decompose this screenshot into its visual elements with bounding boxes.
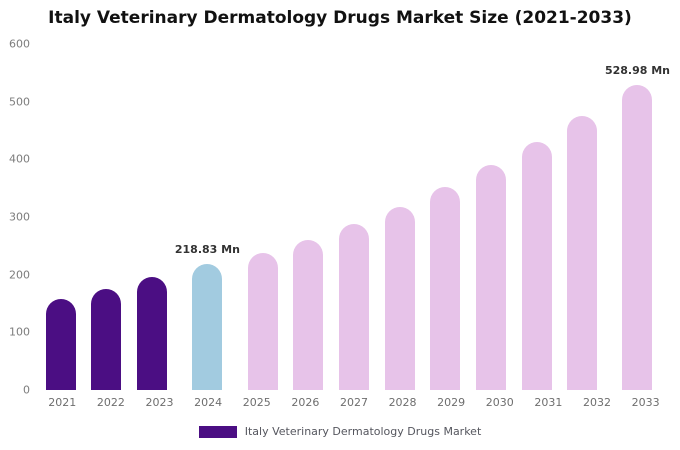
x-tick-label: 2028 [388, 396, 417, 409]
bar-series: 218.83 Mn 528.98 Mn [38, 44, 670, 390]
bar [137, 276, 168, 390]
bar [339, 223, 369, 390]
x-axis: 2021 2022 2023 2024 2025 2026 2027 2028 2029 2030… [38, 396, 670, 409]
x-tick-label: 2026 [291, 396, 320, 409]
bar [91, 289, 122, 390]
y-tick-label: 200 [9, 268, 30, 282]
y-axis: 0 100 200 300 400 500 600 [0, 0, 32, 450]
x-tick-label: 2031 [534, 396, 563, 409]
bar-column [331, 44, 377, 390]
bar [475, 165, 506, 390]
legend: Italy Veterinary Dermatology Drugs Marke… [0, 425, 680, 438]
x-tick-label: 2022 [96, 396, 125, 409]
legend-swatch [198, 425, 237, 438]
x-tick-label: 2023 [145, 396, 174, 409]
x-tick-label: 2025 [242, 396, 271, 409]
bar-column [559, 44, 605, 390]
bar [192, 263, 223, 390]
bar-column: 528.98 Mn [605, 44, 670, 390]
x-tick-label: 2024 [194, 396, 223, 409]
y-tick-label: 300 [9, 210, 30, 224]
bar-column [514, 44, 560, 390]
bar-column [377, 44, 423, 390]
bar [293, 240, 324, 390]
y-tick-label: 500 [9, 95, 30, 109]
bar-column [422, 44, 468, 390]
bar-value-annotation: 528.98 Mn [604, 63, 670, 77]
x-tick-label: 2030 [485, 396, 514, 409]
plot-area: 218.83 Mn 528.98 Mn [38, 44, 670, 390]
bar [384, 206, 415, 390]
x-tick-label: 2029 [437, 396, 466, 409]
bar-column [84, 44, 130, 390]
y-tick-label: 0 [23, 383, 30, 397]
x-tick-label: 2021 [48, 396, 77, 409]
y-tick-label: 600 [9, 37, 30, 51]
bar-column [129, 44, 175, 390]
bar-value-annotation: 218.83 Mn [174, 242, 240, 256]
bar-column: 218.83 Mn [175, 44, 240, 390]
bar [247, 252, 278, 390]
legend-label: Italy Veterinary Dermatology Drugs Marke… [244, 425, 482, 438]
bar-column [240, 44, 286, 390]
bar [430, 187, 461, 390]
x-tick-label: 2032 [583, 396, 611, 409]
bar [521, 142, 552, 390]
bar [45, 298, 76, 390]
bar [622, 84, 653, 390]
bar [567, 116, 598, 390]
y-tick-label: 100 [9, 325, 30, 339]
y-tick-label: 400 [9, 152, 30, 166]
bar-column [468, 44, 514, 390]
x-tick-label: 2027 [339, 396, 368, 409]
bar-column [38, 44, 84, 390]
bar-column [286, 44, 332, 390]
x-tick-label: 2033 [631, 396, 660, 409]
chart-title: Italy Veterinary Dermatology Drugs Marke… [48, 8, 632, 28]
